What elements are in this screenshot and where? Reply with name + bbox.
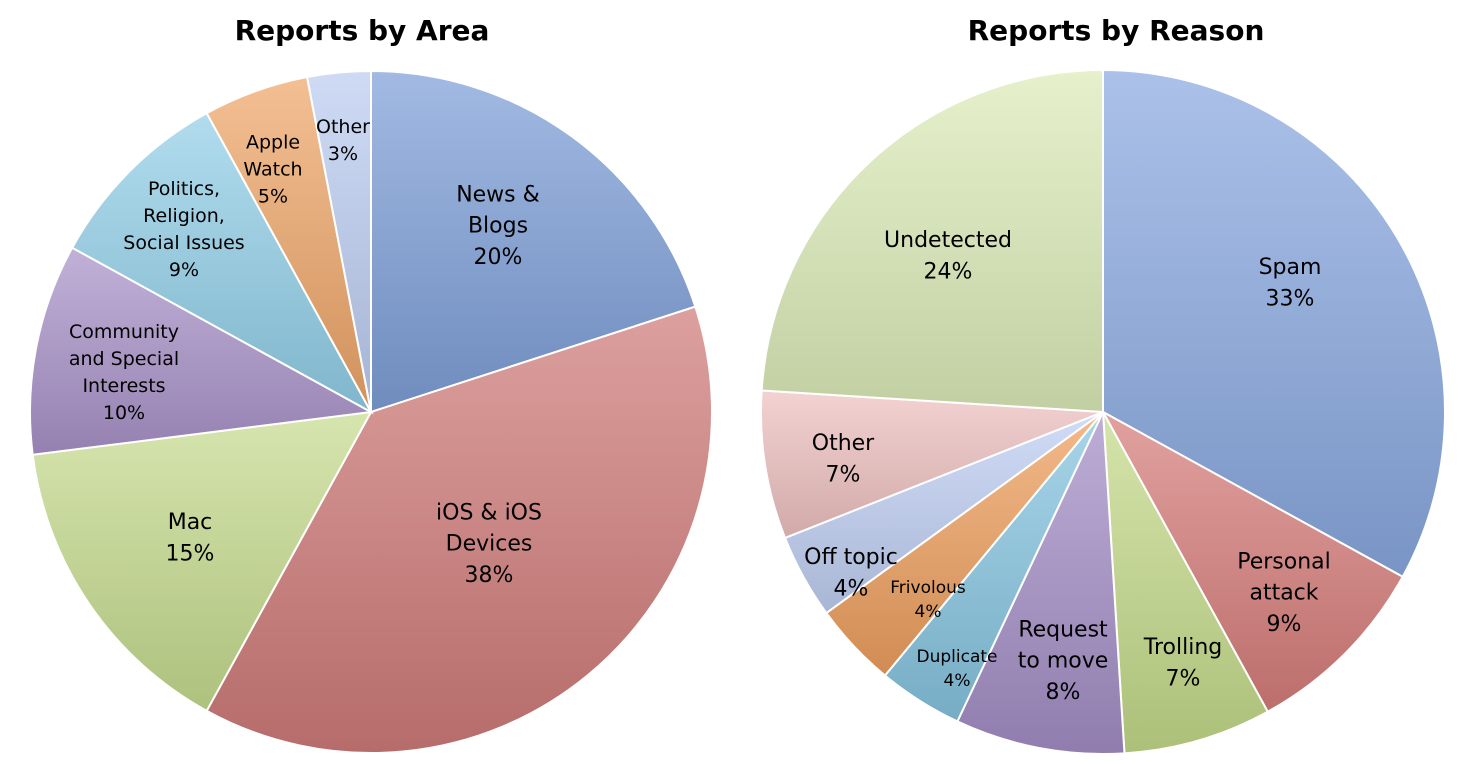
slice-label-area-2: Mac 15%	[166, 510, 215, 566]
slice-label-line: Mac	[168, 510, 213, 535]
slice-label-line: Undetected	[884, 228, 1012, 253]
slice-label-line: Other	[812, 431, 875, 456]
slice-label-reason-3: Request to move 8%	[1018, 618, 1109, 705]
pie-slice-area-0	[370, 69, 697, 414]
slice-percent: 10%	[103, 402, 145, 424]
slice-label-reason-5: Frivolous 4%	[890, 578, 966, 622]
slice-percent: 5%	[258, 186, 288, 208]
slice-label-line: to move	[1018, 649, 1109, 674]
slice-label-area-5: Apple Watch 5%	[243, 132, 302, 208]
slice-label-area-0: News & Blogs 20%	[456, 183, 540, 270]
pie-reason: Spam 33% Personal attack 9% Trolling 7% Request…	[760, 68, 1446, 755]
slice-label-line: Apple	[246, 132, 300, 154]
pie-slice-reason-7	[760, 389, 1104, 540]
slice-label-reason-1: Personal attack 9%	[1237, 550, 1331, 637]
slice-label-line: iOS & iOS	[436, 501, 542, 526]
slice-label-area-4: Politics, Religion, Social Issues 9%	[123, 178, 244, 281]
pie-slice-area-6	[305, 69, 372, 413]
pie-slice-reason-1	[1100, 409, 1405, 714]
slice-label-reason-4: Duplicate 4%	[917, 647, 998, 691]
slice-percent: 20%	[474, 245, 523, 270]
slice-percent: 7%	[826, 462, 861, 487]
slice-percent: 3%	[328, 143, 358, 165]
slice-label-reason-6: Off topic 4%	[804, 545, 898, 601]
chart-title-reason: Reports by Reason	[967, 14, 1265, 47]
slice-label-reason-7: Other 7%	[812, 431, 875, 487]
slice-label-line: Politics,	[148, 178, 220, 200]
slice-label-area-1: iOS & iOS Devices 38%	[436, 501, 542, 588]
slice-label-line: Religion,	[143, 205, 225, 227]
pie-slice-reason-8	[760, 68, 1104, 414]
slice-percent: 9%	[1267, 612, 1302, 637]
slice-percent: 38%	[465, 563, 514, 588]
slice-label-line: Blogs	[468, 214, 528, 239]
slice-label-line: attack	[1249, 581, 1318, 606]
slice-label-line: Interests	[82, 375, 165, 397]
slice-percent: 24%	[924, 259, 973, 284]
slice-percent: 15%	[166, 541, 215, 566]
slice-label-line: and Special	[69, 348, 179, 370]
pie-slice-area-2	[31, 410, 373, 713]
slice-label-line: Spam	[1259, 255, 1322, 280]
slice-percent: 8%	[1046, 680, 1081, 705]
slice-percent: 9%	[169, 259, 199, 281]
pie-slice-area-1	[205, 305, 713, 754]
slice-label-line: Personal	[1237, 550, 1331, 575]
pie-slice-area-3	[29, 246, 375, 456]
slice-label-reason-0: Spam 33%	[1259, 255, 1322, 311]
slice-label-line: Frivolous	[890, 578, 966, 598]
slice-percent: 4%	[944, 671, 971, 691]
slice-label-reason-8: Undetected 24%	[884, 228, 1012, 284]
slice-percent: 7%	[1166, 666, 1201, 691]
pie-area: News & Blogs 20% iOS & iOS Devices 38% Mac 15% C…	[29, 69, 713, 754]
slice-percent: 4%	[834, 576, 869, 601]
slice-label-line: Request	[1018, 618, 1108, 643]
slice-percent: 4%	[915, 602, 942, 622]
chart-title-area: Reports by Area	[234, 14, 490, 47]
slice-label-line: Other	[316, 116, 370, 138]
pie-slice-area-4	[70, 111, 374, 415]
slice-label-reason-2: Trolling 7%	[1143, 635, 1222, 691]
slice-label-line: News &	[456, 183, 540, 208]
slice-label-line: Community	[69, 321, 179, 343]
slice-label-line: Watch	[243, 159, 302, 181]
slice-percent: 33%	[1266, 286, 1315, 311]
slice-label-line: Devices	[446, 532, 533, 557]
slice-label-line: Social Issues	[123, 232, 244, 254]
pie-slice-reason-2	[1102, 411, 1270, 755]
pie-slice-reason-3	[956, 411, 1126, 755]
slice-label-line: Off topic	[804, 545, 898, 570]
slice-label-line: Duplicate	[917, 647, 998, 667]
slice-label-line: Trolling	[1143, 635, 1222, 660]
slice-label-area-3: Community and Special Interests 10%	[69, 321, 179, 424]
slice-label-area-6: Other 3%	[316, 116, 370, 165]
pie-slice-reason-0	[1102, 68, 1446, 579]
